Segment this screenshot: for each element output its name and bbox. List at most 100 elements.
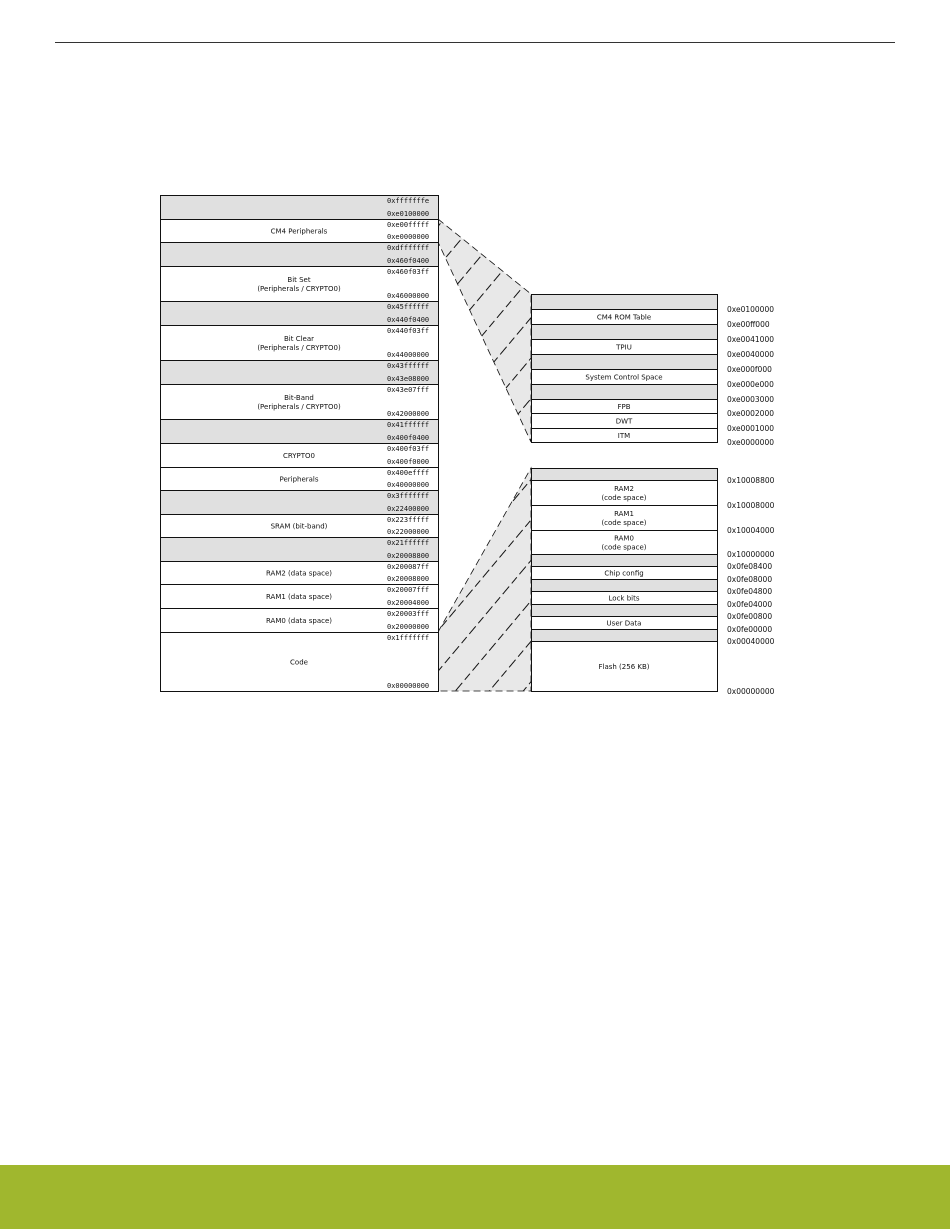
start-address: 0x20007fff [387, 586, 429, 594]
region-box [160, 419, 439, 444]
region-box [531, 324, 718, 340]
region-box [531, 554, 718, 567]
footer-band [0, 1165, 950, 1229]
region-label: RAM2 (data space) [266, 570, 332, 578]
boundary-address: 0x10008800 [727, 476, 775, 485]
region-sram-bit-band: SRAM (bit-band) 0x223fffff 0x22000000 [160, 514, 439, 538]
boundary-address: 0x0fe00000 [727, 625, 772, 634]
region-lock-bits: Lock bits [531, 591, 718, 605]
region-box [531, 384, 718, 400]
start-address: 0xfffffffe [387, 197, 429, 205]
boundary-address: 0xe0002000 [727, 409, 774, 418]
region-user-data: User Data [531, 616, 718, 630]
region-ram1-data-space: RAM1 (data space) 0x20007fff 0x20004000 [160, 584, 439, 609]
region-ram2-data-space: RAM2 (data space) 0x200087ff 0x20008000 [160, 561, 439, 585]
end-address: 0x22400000 [387, 505, 429, 513]
start-address: 0x400effff [387, 469, 429, 477]
region-label: Bit Set (Peripherals / CRYPTO0) [257, 276, 341, 293]
region-label: CM4 ROM Table [597, 314, 651, 322]
region-box [531, 530, 718, 555]
boundary-address: 0x0fe08400 [727, 562, 772, 571]
start-address: 0x43e07fff [387, 386, 429, 394]
start-address: 0x3fffffff [387, 492, 429, 500]
region-box [160, 266, 439, 302]
end-address: 0x20000000 [387, 623, 429, 631]
region-box [160, 632, 439, 692]
region-reserved [531, 629, 718, 642]
boundary-address: 0xe0003000 [727, 395, 774, 404]
start-address: 0x20003fff [387, 610, 429, 618]
region-box [531, 480, 718, 506]
region-box [160, 490, 439, 515]
region-box [531, 294, 718, 310]
start-address: 0x460f03ff [387, 268, 429, 276]
region-reserved: 0x43ffffff 0x43e08000 [160, 360, 439, 385]
region-label: RAM2 (code space) [601, 485, 646, 502]
region-box [531, 354, 718, 370]
code-detail-column: RAM2 (code space) RAM1 (code space) RAM0 (cod… [531, 468, 775, 696]
start-address: 0x223fffff [387, 516, 429, 524]
region-system-control-space: System Control Space [531, 369, 718, 385]
boundary-address: 0xe0000000 [727, 438, 774, 447]
region-bit-band-peripherals-crypto0: Bit-Band (Peripherals / CRYPTO0) 0x43e07ff… [160, 384, 439, 420]
region-reserved [531, 579, 718, 592]
start-address: 0x41ffffff [387, 421, 429, 429]
region-label: CM4 Peripherals [271, 228, 328, 236]
end-address: 0x400f0000 [387, 458, 429, 466]
region-label: SRAM (bit-band) [271, 523, 328, 531]
boundary-address: 0x10004000 [727, 526, 775, 535]
region-label: DWT [616, 418, 633, 426]
region-fpb: FPB [531, 399, 718, 414]
region-label: Chip config [604, 570, 643, 578]
region-chip-config: Chip config [531, 566, 718, 580]
region-box [531, 579, 718, 592]
region-box [160, 384, 439, 420]
end-address: 0x00000000 [387, 682, 429, 690]
boundary-address: 0xe0001000 [727, 424, 774, 433]
region-reserved: 0xdfffffff 0x460f0400 [160, 242, 439, 267]
region-bit-clear-peripherals-crypto0: Bit Clear (Peripherals / CRYPTO0) 0x440f03… [160, 325, 439, 361]
main-memory-column: 0xfffffffe 0xe0100000 CM4 Peripherals 0xe00… [160, 195, 439, 692]
region-code: Code 0x1fffffff 0x00000000 [160, 632, 439, 692]
start-address: 0x200087ff [387, 563, 429, 571]
boundary-address: 0x0fe00800 [727, 612, 772, 621]
region-peripherals: Peripherals 0x400effff 0x40000000 [160, 467, 439, 491]
region-cm4-rom-table: CM4 ROM Table [531, 309, 718, 325]
boundary-address: 0x0fe04800 [727, 587, 772, 596]
region-reserved [531, 554, 718, 567]
region-label: ITM [618, 432, 630, 440]
cm4-detail-column: CM4 ROM Table TPIU System Control Space FPB… [531, 294, 774, 447]
region-label: FPB [617, 403, 630, 411]
region-label: System Control Space [585, 374, 662, 382]
region-label: Lock bits [609, 595, 640, 603]
region-label: TPIU [615, 344, 632, 352]
region-box [531, 604, 718, 617]
cm4-zoom-connector [437, 218, 532, 443]
region-tpiu: TPIU [531, 339, 718, 355]
boundary-address: 0xe0041000 [727, 335, 774, 344]
region-dwt: DWT [531, 413, 718, 429]
region-reserved [531, 294, 718, 310]
end-address: 0x460f0400 [387, 257, 429, 265]
start-address: 0x43ffffff [387, 362, 429, 370]
region-reserved: 0x41ffffff 0x400f0400 [160, 419, 439, 444]
start-address: 0x440f03ff [387, 327, 429, 335]
region-box [531, 428, 718, 443]
region-label: RAM1 (code space) [601, 510, 646, 527]
region-box [160, 608, 439, 633]
region-reserved [531, 354, 718, 370]
region-reserved: 0xfffffffe 0xe0100000 [160, 195, 439, 220]
boundary-address: 0x00040000 [727, 637, 775, 646]
start-address: 0xe00fffff [387, 221, 429, 229]
start-address: 0x45ffffff [387, 303, 429, 311]
region-reserved [531, 324, 718, 340]
region-box [531, 629, 718, 642]
end-address: 0x400f0400 [387, 434, 429, 442]
region-label: Code [290, 659, 308, 667]
boundary-address: 0x10000000 [727, 550, 775, 559]
region-box [160, 443, 439, 468]
start-address: 0x21ffffff [387, 539, 429, 547]
region-label: RAM0 (code space) [601, 535, 646, 552]
end-address: 0x43e08000 [387, 375, 429, 383]
